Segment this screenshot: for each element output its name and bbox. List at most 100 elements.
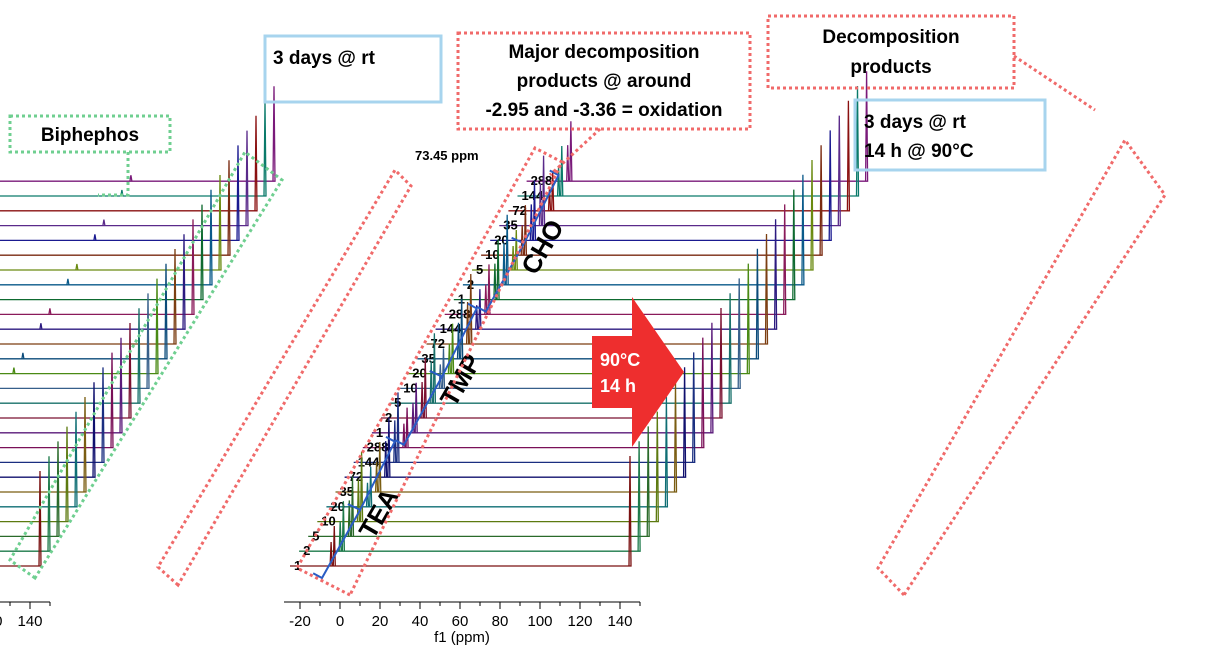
right-condition-box [853, 98, 1047, 172]
x-tick-label: 20 [372, 613, 389, 630]
trace-time-label: 10 [321, 514, 335, 529]
right-decomp-region [876, 137, 1167, 598]
spectrum-trace [299, 441, 641, 552]
x-tick-label: 60 [452, 613, 469, 630]
trace-time-label: 288 [531, 173, 553, 188]
spectrum-trace [0, 441, 60, 538]
x-axis: 140 120 100 80 60 40 20 0 -20 f1 (ppm) [284, 601, 641, 646]
x-tick-label: 100 [527, 613, 552, 630]
x-tick-label: 40 [412, 613, 429, 630]
x-tick-label: -20 [289, 613, 311, 630]
spectrum-trace [326, 396, 669, 508]
spectrum-trace [0, 115, 258, 212]
process-arrow [592, 297, 684, 447]
spectrum-trace [490, 130, 832, 242]
trace-time-label: 144 [358, 454, 380, 469]
spectrum-trace [417, 248, 760, 360]
trace-time-label: 35 [503, 218, 517, 233]
trace-time-label: 288 [449, 306, 471, 321]
spectrum-trace [0, 189, 213, 286]
right-condition-line1: 3 days @ rt [864, 112, 967, 133]
left-oxidation-region [294, 146, 564, 598]
spectrum-trace [0, 160, 231, 256]
right-decomp-line2: products [850, 57, 931, 78]
arrow-temp: 90°C [600, 350, 640, 370]
spectrum-trace [0, 352, 114, 449]
x-tick-label: 140 [17, 613, 42, 630]
spectrum-trace [0, 219, 195, 316]
spectrum-trace [462, 174, 805, 286]
spectrum-trace [317, 411, 659, 523]
ppm-marker-label: 73.45 ppm [415, 148, 479, 163]
spectrum-trace [308, 426, 650, 538]
spectrum-trace [0, 204, 204, 301]
x-axis-label: f1 (ppm) [434, 629, 490, 646]
trace-time-label: 5 [476, 262, 483, 277]
spectrum-trace [0, 100, 267, 197]
spectrum-trace [408, 263, 750, 375]
spectrum-trace [426, 233, 769, 345]
spectrum-trace [0, 174, 222, 271]
biphephos-connector [98, 152, 130, 197]
spectrum-trace [290, 455, 632, 567]
trace-time-label: 72 [512, 203, 526, 218]
spectrum-trace [0, 367, 105, 464]
spectrum-trace [0, 293, 150, 390]
x-tick-label: 140 [607, 613, 632, 630]
spectrum-trace [362, 337, 705, 449]
x-tick-label: 0 [336, 613, 344, 630]
trace-time-label: 288 [367, 440, 389, 455]
group-bracket [476, 169, 560, 313]
x-tick-label: 120 [567, 613, 592, 630]
spectrum-trace [453, 189, 796, 301]
spectrum-trace [435, 219, 778, 330]
left-decomp-line3: -2.95 and -3.36 = oxidation [485, 100, 722, 121]
spectrum-trace [0, 130, 249, 227]
trace-time-label: 144 [440, 321, 462, 336]
left-decomp-connector [548, 127, 602, 177]
left-condition-box [263, 34, 443, 104]
left-decomp-line2: products @ around [517, 71, 692, 92]
spectrum-trace [0, 234, 186, 330]
right-panel: 2881447235201052128814472352010521288144… [284, 71, 869, 646]
x-tick-label: 80 [492, 613, 509, 630]
trace-time-label: 72 [431, 336, 445, 351]
spectrum-trace [0, 263, 168, 360]
spectrum-trace [371, 322, 714, 434]
trace-time-label: 10 [485, 247, 499, 262]
spectrum-trace [0, 396, 87, 493]
spectrum-trace [353, 352, 696, 464]
spectrum-trace [0, 337, 123, 434]
spectrum-trace [444, 204, 787, 316]
spectrum-trace [481, 145, 823, 256]
trace-time-label: 10 [403, 380, 417, 395]
spectrum-trace [0, 322, 132, 419]
spectrum-trace [399, 278, 741, 390]
group-bracket [312, 436, 397, 580]
x-axis: 140120100806040200f1 (ppm) [0, 601, 51, 630]
biphephos-label-box [8, 114, 172, 154]
left-decomp-line1: Major decomposition [508, 42, 699, 63]
spectrum-trace [335, 381, 678, 493]
spectrum-trace [0, 456, 51, 552]
spectrum-trace [0, 248, 177, 345]
spectrum-trace [0, 308, 141, 404]
group-bracket [394, 302, 479, 447]
spectrum-trace [499, 115, 841, 227]
right-decomp-box [766, 14, 1016, 90]
spectrum-trace [0, 411, 78, 508]
right-condition-line2: 14 h @ 90°C [864, 141, 974, 162]
right-decomp-connector [1013, 54, 1096, 112]
x-tick-label: 120 [0, 613, 3, 630]
spectrum-trace [344, 367, 687, 478]
spectrum-trace [526, 71, 869, 182]
biphephos-label: Biphephos [41, 125, 139, 146]
spectrum-trace [0, 145, 240, 242]
spectrum-trace [0, 470, 42, 567]
spectrum-trace [0, 426, 69, 523]
arrow-time: 14 h [600, 376, 636, 396]
spectrum-trace [381, 307, 723, 419]
biphephos-region [8, 149, 284, 581]
